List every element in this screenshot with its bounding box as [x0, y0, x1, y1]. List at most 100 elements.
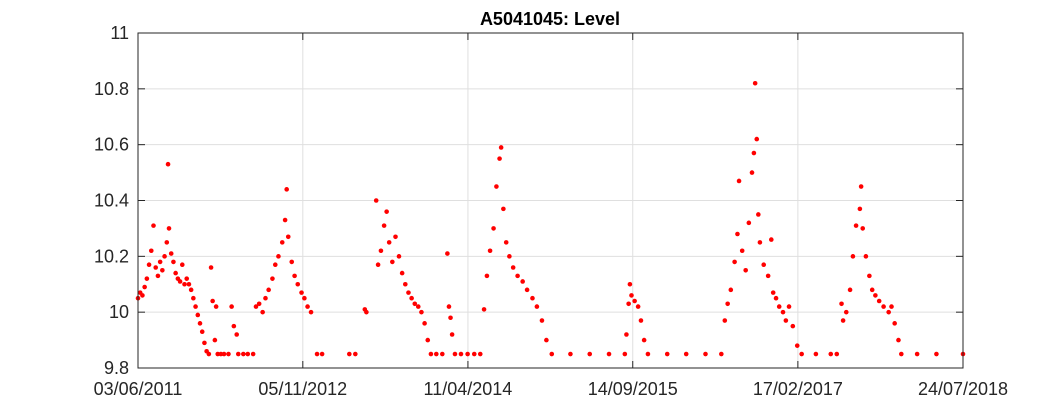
data-point — [289, 259, 295, 265]
data-point — [790, 323, 796, 329]
data-point — [197, 321, 203, 326]
data-point — [314, 351, 320, 357]
data-point — [302, 295, 307, 301]
data-point — [384, 209, 389, 214]
data-point — [484, 273, 490, 279]
data-point — [886, 309, 891, 315]
data-point — [645, 351, 651, 357]
data-point — [754, 136, 760, 142]
data-points — [135, 80, 966, 357]
data-point — [412, 301, 418, 307]
data-point — [765, 273, 771, 279]
data-point — [215, 351, 221, 357]
data-point — [739, 248, 745, 254]
data-point — [794, 343, 800, 348]
data-point — [364, 309, 369, 315]
data-point — [406, 290, 411, 295]
data-point — [847, 287, 853, 293]
data-point — [168, 251, 174, 256]
data-point — [378, 248, 384, 254]
data-point — [530, 295, 535, 301]
data-point — [736, 178, 742, 184]
data-point — [282, 217, 288, 223]
data-point — [446, 304, 452, 309]
data-point — [140, 293, 145, 298]
data-point — [769, 237, 774, 242]
data-point — [373, 198, 379, 203]
chart-title: A5041045: Level — [480, 9, 620, 29]
data-point — [477, 351, 483, 357]
data-point — [409, 295, 414, 301]
y-tick-label: 10 — [109, 302, 129, 322]
data-point — [725, 301, 730, 307]
data-point — [235, 351, 241, 357]
data-point — [853, 223, 859, 228]
data-point — [422, 321, 427, 326]
data-point — [813, 351, 819, 357]
data-point — [635, 304, 641, 309]
data-point — [703, 351, 708, 357]
data-point — [515, 273, 520, 279]
data-point — [295, 281, 301, 287]
data-point — [440, 351, 445, 357]
data-point — [403, 281, 408, 287]
data-point — [419, 309, 424, 315]
data-point — [834, 351, 840, 357]
data-point — [770, 290, 776, 295]
data-point — [587, 351, 593, 357]
data-point — [524, 287, 530, 293]
axis-ticks: 03/06/2011 05/11/2012 11/04/2014 14/09/2015… — [94, 23, 1008, 399]
data-point — [881, 304, 886, 309]
data-point — [319, 351, 325, 357]
data-point — [896, 337, 901, 343]
data-point — [510, 265, 516, 270]
data-point — [245, 351, 251, 357]
data-point — [229, 304, 234, 309]
y-tick-label: 10.4 — [94, 191, 129, 211]
data-point — [148, 248, 154, 254]
data-point — [641, 337, 647, 343]
data-point — [487, 248, 493, 254]
data-point — [458, 351, 464, 357]
data-point — [231, 323, 237, 329]
data-point — [471, 351, 477, 357]
data-point — [756, 212, 761, 217]
x-tick-label: 17/02/2017 — [753, 379, 843, 399]
data-point — [629, 293, 634, 298]
data-point — [210, 298, 215, 304]
data-point — [732, 259, 737, 265]
data-point — [892, 321, 897, 326]
data-point — [195, 312, 201, 318]
data-point — [869, 287, 875, 293]
data-point — [719, 351, 724, 357]
data-point — [722, 318, 728, 323]
data-point — [308, 309, 314, 315]
data-point — [757, 240, 763, 245]
data-point — [390, 259, 395, 265]
data-point — [627, 281, 633, 287]
data-point — [272, 262, 278, 268]
data-point — [876, 298, 882, 304]
data-point — [299, 290, 304, 295]
data-point — [263, 295, 268, 301]
data-point — [494, 184, 499, 189]
data-point — [218, 351, 224, 357]
data-point — [568, 351, 573, 357]
data-point — [445, 251, 450, 256]
data-point — [503, 240, 509, 245]
data-point — [840, 318, 846, 323]
data-point — [857, 206, 863, 212]
data-point — [425, 337, 431, 343]
data-point — [208, 265, 214, 270]
data-point — [752, 80, 758, 86]
data-point — [452, 351, 458, 357]
data-point — [683, 351, 689, 357]
data-point — [179, 262, 185, 268]
data-point — [544, 337, 549, 343]
data-point — [292, 273, 297, 279]
data-point — [899, 351, 904, 357]
x-tick-label: 14/09/2015 — [588, 379, 678, 399]
data-point — [266, 287, 271, 293]
data-point — [780, 309, 786, 315]
